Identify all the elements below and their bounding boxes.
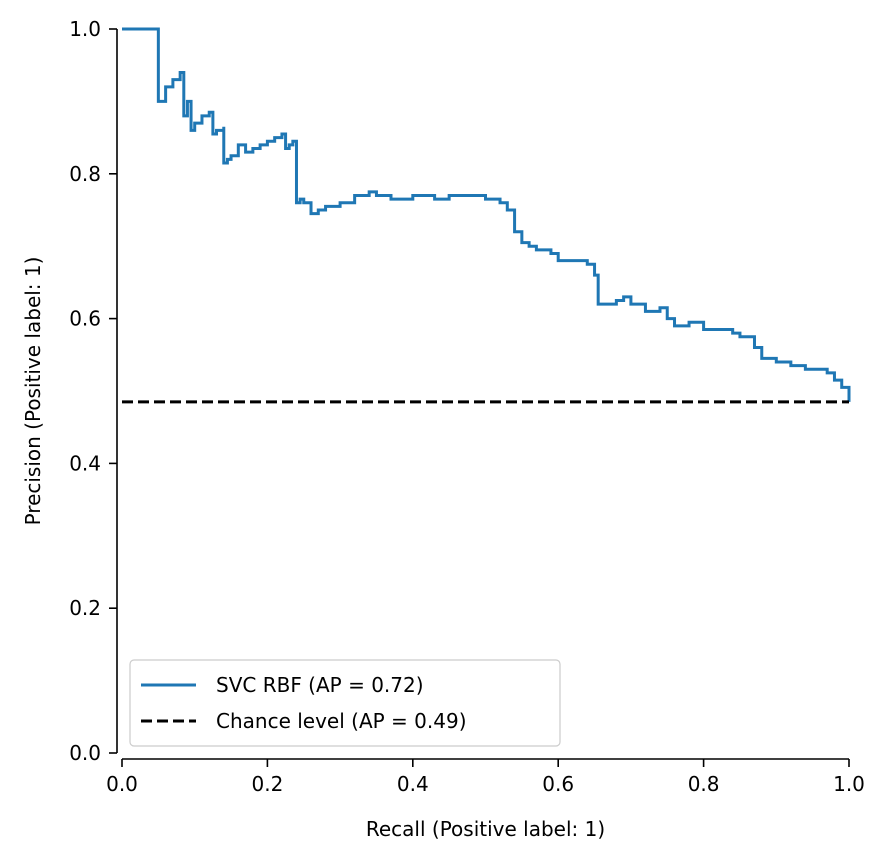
x-tick-label: 0.6 <box>542 772 574 796</box>
x-axis-title: Recall (Positive label: 1) <box>366 817 605 841</box>
legend-box <box>129 659 561 747</box>
x-tick-label: 0.4 <box>397 772 429 796</box>
y-tick-label: 0.8 <box>69 162 101 186</box>
x-axis-ticks: 0.0 0.2 0.4 0.6 0.8 1.0 <box>106 759 865 796</box>
y-tick-label: 0.4 <box>69 451 101 475</box>
legend-label-chance-level: Chance level (AP = 0.49) <box>216 709 467 733</box>
y-tick-label: 0.0 <box>69 741 101 765</box>
plot-area <box>122 27 851 404</box>
x-tick-label: 0.2 <box>251 772 283 796</box>
y-tick-label: 0.2 <box>69 596 101 620</box>
y-tick-label: 1.0 <box>69 17 101 41</box>
y-tick-label: 0.6 <box>69 307 101 331</box>
x-tick-label: 1.0 <box>833 772 865 796</box>
y-axis-title: Precision (Positive label: 1) <box>21 257 45 526</box>
x-tick-label: 0.0 <box>106 772 138 796</box>
series-line-svc-rbf <box>122 27 851 402</box>
legend-label-svc-rbf: SVC RBF (AP = 0.72) <box>216 673 424 697</box>
legend: SVC RBF (AP = 0.72) Chance level (AP = 0… <box>129 659 561 747</box>
y-axis-ticks: 0.0 0.2 0.4 0.6 0.8 1.0 <box>69 17 117 765</box>
x-tick-label: 0.8 <box>688 772 720 796</box>
